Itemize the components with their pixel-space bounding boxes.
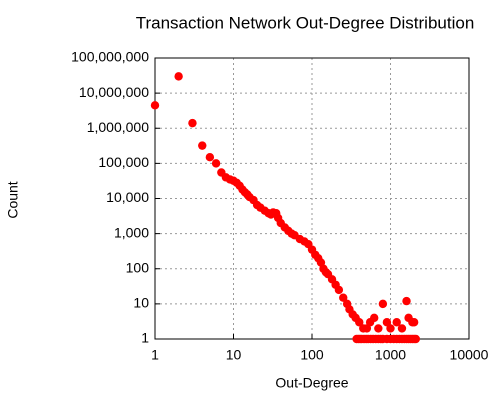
- y-tick-label: 100,000,000: [71, 49, 149, 65]
- point: [392, 318, 401, 327]
- point: [397, 324, 407, 333]
- point: [374, 324, 383, 333]
- y-tick-label: 100,000: [98, 154, 149, 170]
- point: [370, 313, 379, 323]
- x-tick-label: 10: [226, 347, 242, 363]
- point: [382, 318, 392, 327]
- y-tick-label: 10,000,000: [79, 84, 149, 100]
- point: [188, 118, 197, 128]
- point: [198, 141, 207, 150]
- y-tick-label: 10,000: [106, 189, 149, 205]
- point: [411, 334, 420, 344]
- point: [378, 299, 388, 309]
- x-tick-label: 1: [151, 347, 159, 363]
- point: [339, 293, 348, 302]
- point: [334, 285, 344, 295]
- point: [386, 324, 395, 333]
- point: [362, 324, 372, 333]
- point: [355, 318, 364, 327]
- x-axis-label: Out-Degree: [275, 375, 348, 391]
- y-tick-label: 1: [141, 330, 149, 346]
- x-tick-label: 1000: [375, 347, 406, 363]
- point: [402, 296, 411, 306]
- x-tick-label: 100: [300, 347, 324, 363]
- point: [174, 72, 183, 81]
- y-tick-label: 10: [133, 295, 149, 311]
- point: [205, 152, 215, 162]
- plot-frame: [154, 57, 470, 340]
- x-tick-label: 10000: [450, 347, 489, 363]
- y-axis-label: Count: [5, 181, 21, 218]
- point: [150, 101, 160, 110]
- chart-title: Transaction Network Out-Degree Distribut…: [136, 13, 475, 32]
- y-tick-label: 1,000: [114, 224, 149, 240]
- y-tick-label: 1,000,000: [87, 119, 149, 135]
- y-tick-label: 100: [126, 259, 150, 275]
- point: [409, 318, 419, 327]
- point: [211, 159, 221, 168]
